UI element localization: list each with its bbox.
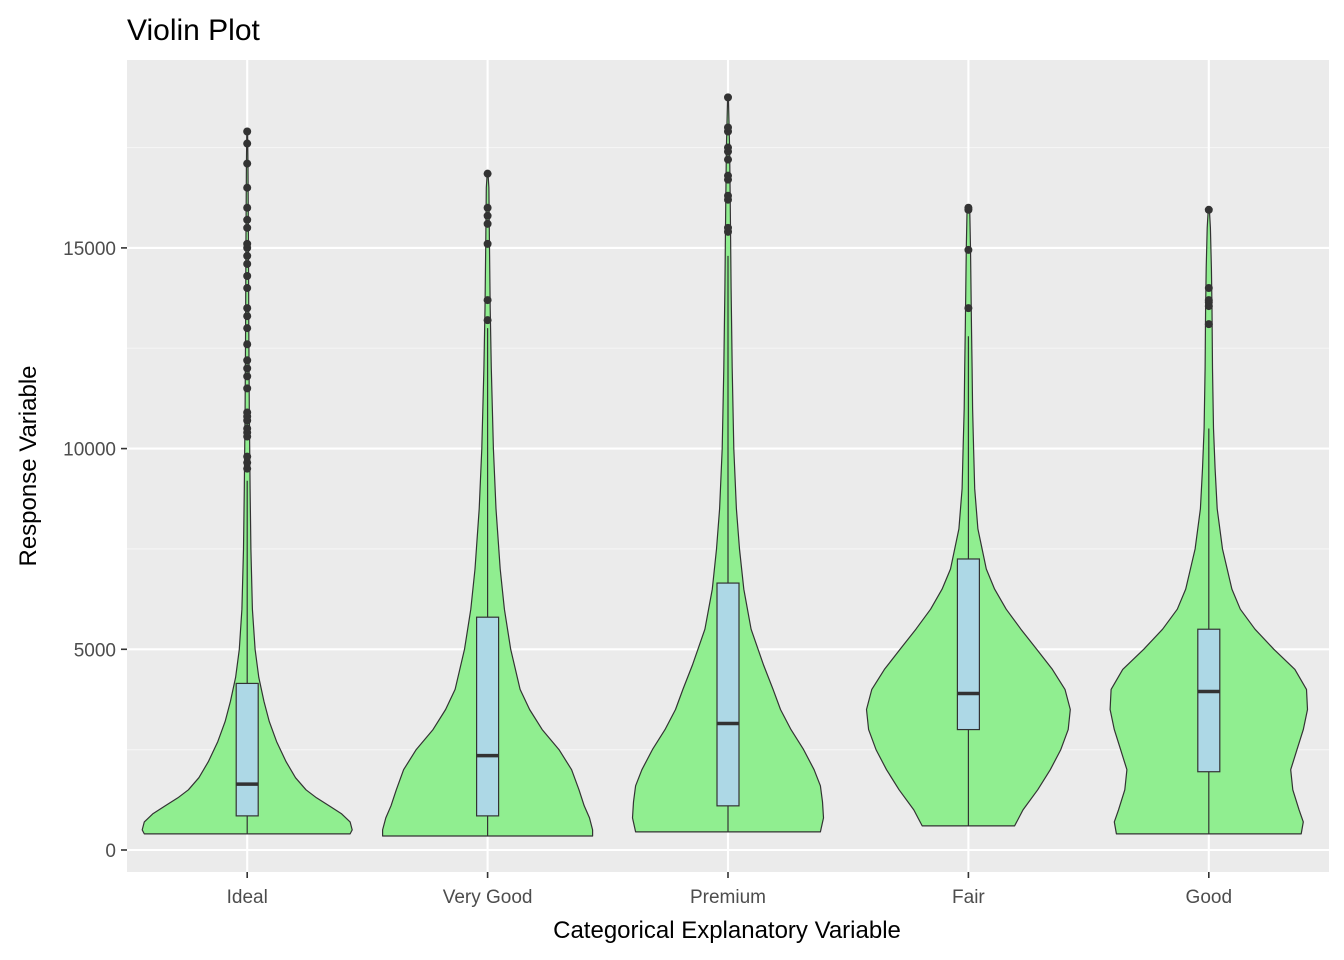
outlier-point: [243, 239, 252, 248]
x-tick-label: Fair: [952, 887, 985, 908]
outlier-point: [724, 155, 732, 164]
box-iqr: [956, 558, 981, 731]
x-tick-label: Very Good: [443, 887, 533, 908]
outlier-point: [243, 458, 252, 467]
outlier-point: [1204, 205, 1213, 214]
outlier-point: [483, 296, 492, 305]
x-axis-title: Categorical Explanatory Variable: [553, 917, 901, 944]
outlier-point: [243, 364, 252, 373]
box-iqr: [235, 682, 259, 817]
outlier-point: [964, 245, 973, 254]
outlier-point: [243, 251, 252, 260]
violins: [141, 93, 1309, 837]
outlier-point: [1204, 320, 1213, 329]
outlier-point: [483, 219, 492, 228]
outlier-point: [483, 316, 492, 325]
violin-group-ideal: [141, 127, 353, 835]
y-tick-label: 5000: [74, 640, 116, 661]
outlier-point: [964, 203, 973, 212]
x-tick-label: Ideal: [227, 887, 268, 908]
outlier-point: [243, 271, 252, 280]
y-axis-ticks: 0 5000 10000 15000: [63, 239, 127, 862]
outlier-point: [483, 169, 492, 178]
outlier-point: [724, 93, 732, 102]
outlier-point: [243, 223, 252, 232]
violin-group-good: [1109, 205, 1309, 835]
outlier-point: [483, 203, 492, 212]
outlier-point: [243, 340, 252, 349]
outlier-point: [243, 203, 252, 212]
x-tick-label: Good: [1186, 887, 1232, 908]
box-iqr: [476, 616, 500, 817]
outlier-point: [724, 223, 732, 232]
outlier-point: [243, 312, 252, 321]
y-tick-label: 10000: [63, 440, 116, 461]
outlier-point: [243, 424, 252, 433]
outlier-point: [243, 452, 252, 461]
chart-title: Violin Plot: [127, 14, 261, 47]
violin-group-fair: [865, 203, 1071, 827]
outlier-point: [964, 304, 973, 313]
outlier-point: [243, 284, 252, 293]
outlier-point: [483, 239, 492, 248]
outlier-point: [243, 324, 252, 333]
y-axis-title: Response Variable: [15, 365, 42, 566]
outlier-point: [243, 408, 252, 417]
outlier-point: [243, 372, 252, 381]
violin-group-premium: [631, 93, 825, 833]
outlier-point: [1204, 296, 1213, 305]
outlier-point: [243, 304, 252, 313]
outlier-point: [243, 259, 252, 268]
y-tick-label: 0: [105, 841, 116, 862]
outlier-point: [724, 171, 732, 180]
outlier-point: [724, 123, 732, 132]
outlier-point: [483, 211, 492, 220]
box-iqr: [716, 582, 740, 807]
outlier-point: [243, 464, 252, 473]
y-tick-label: 15000: [63, 239, 116, 260]
violin-group-very-good: [382, 169, 594, 837]
outlier-point: [243, 139, 252, 148]
outlier-point: [724, 191, 732, 200]
x-axis-ticks: Ideal Very Good Premium Fair Good: [227, 872, 1232, 908]
x-tick-label: Premium: [690, 887, 766, 908]
outlier-point: [243, 215, 252, 224]
outlier-point: [1204, 284, 1213, 293]
outlier-point: [724, 143, 732, 152]
box-iqr: [1197, 628, 1221, 773]
outlier-point: [243, 127, 252, 136]
outlier-point: [243, 159, 252, 168]
outlier-point: [243, 183, 252, 192]
outlier-point: [243, 356, 252, 365]
outlier-point: [243, 384, 252, 393]
